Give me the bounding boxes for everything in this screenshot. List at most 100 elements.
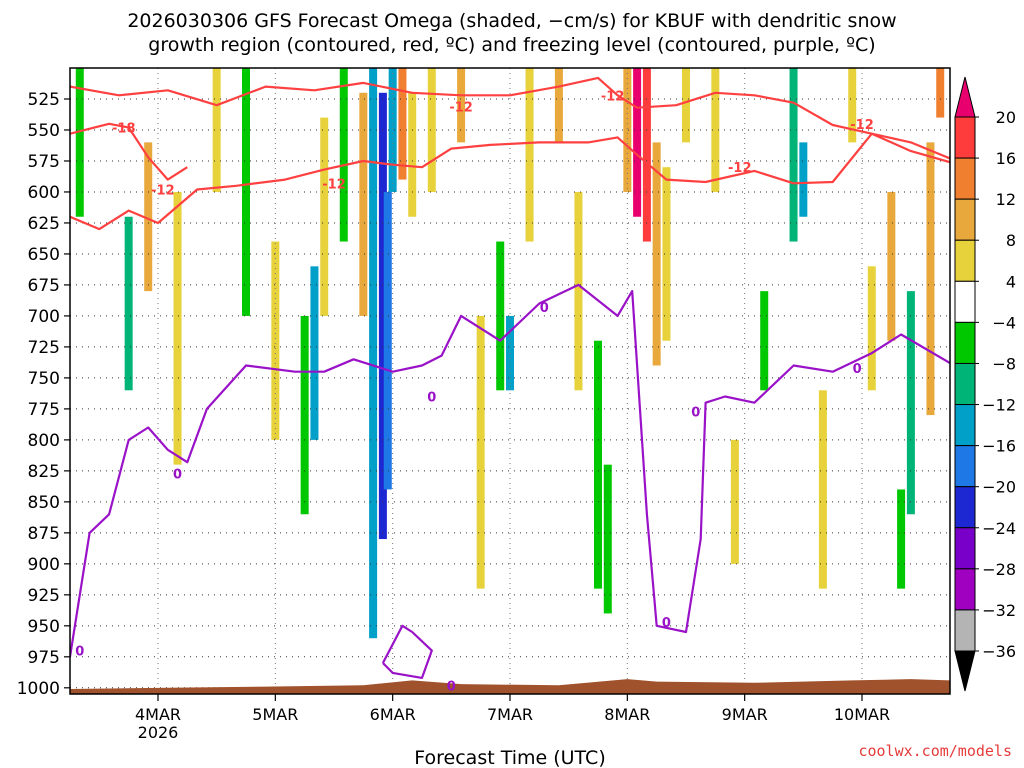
omega-band	[554, 68, 563, 143]
y-tick-label: 850	[28, 493, 60, 513]
contour-label: 0	[662, 616, 671, 631]
omega-band	[75, 68, 84, 217]
omega-band	[476, 315, 485, 589]
omega-band	[457, 68, 466, 143]
x-tick-label: 8MAR	[604, 705, 650, 724]
y-tick-label: 925	[28, 586, 60, 606]
omega-band	[408, 92, 417, 217]
y-tick-label: 900	[28, 555, 60, 575]
colorbar-swatch	[954, 321, 976, 364]
x-tick-sublabel: 2026	[138, 723, 179, 742]
colorbar-label: −12	[982, 396, 1016, 415]
contour-label: -12	[151, 183, 175, 198]
omega-band	[339, 68, 348, 242]
contour-label: 0	[427, 390, 436, 405]
omega-band	[496, 241, 505, 391]
colorbar-label: −28	[982, 560, 1016, 579]
omega-band	[867, 266, 876, 391]
colorbar-label: 20	[996, 108, 1016, 127]
y-tick-label: 725	[28, 338, 60, 358]
contour-label: -18	[112, 122, 136, 137]
contour-label: 0	[75, 645, 84, 660]
omega-band	[359, 92, 368, 316]
colorbar-swatch	[954, 486, 976, 529]
omega-band	[730, 439, 739, 564]
y-tick-label: 650	[28, 245, 60, 265]
contour-line	[70, 132, 950, 231]
y-tick-label: 825	[28, 462, 60, 482]
contour-label: 0	[853, 362, 862, 377]
omega-band	[173, 191, 182, 465]
chart-title-line-2: growth region (contoured, red, ºC) and f…	[148, 34, 876, 56]
colorbar-label: −36	[982, 642, 1016, 661]
omega-band	[799, 142, 808, 217]
colorbar-swatch	[954, 157, 976, 200]
omega-band	[242, 68, 250, 316]
omega-band	[642, 68, 651, 242]
omega-band	[623, 68, 632, 192]
omega-band	[936, 68, 945, 118]
omega-band	[124, 216, 133, 391]
omega-band	[682, 68, 690, 143]
omega-band	[711, 68, 720, 192]
y-tick-label: 875	[28, 524, 60, 544]
omega-band	[310, 266, 319, 440]
y-tick-label: 750	[28, 369, 60, 389]
colorbar-swatch	[954, 116, 976, 159]
credit-text: coolwx.com/models	[858, 742, 1012, 760]
colorbar-label: −4	[992, 313, 1016, 332]
colorbar-swatch	[954, 568, 976, 611]
colorbar-label: −8	[992, 354, 1016, 373]
y-tick-label: 975	[28, 648, 60, 668]
omega-band	[789, 68, 798, 242]
contour-label: 0	[173, 467, 182, 482]
x-tick-label: 4MAR	[135, 705, 181, 724]
omega-band	[383, 191, 392, 490]
contour-label: 0	[447, 679, 456, 694]
x-axis-label: Forecast Time (UTC)	[414, 747, 605, 768]
omega-band	[398, 68, 407, 180]
terrain-surface	[70, 679, 950, 694]
omega-band	[906, 291, 915, 515]
omega-band	[369, 68, 378, 639]
contour-line	[70, 122, 188, 181]
y-tick-label: 700	[28, 307, 60, 327]
colorbar-swatch	[954, 404, 976, 447]
colorbar-label: 16	[996, 149, 1016, 168]
y-tick-label: 550	[28, 121, 60, 141]
contour-line	[70, 76, 950, 160]
contour-label: 0	[691, 405, 700, 420]
omega-band	[652, 142, 661, 366]
contour-line	[70, 283, 950, 657]
omega-band	[574, 191, 583, 391]
contour-label: -12	[850, 118, 874, 133]
y-tick-label: 1000	[17, 679, 60, 699]
y-tick-label: 800	[28, 431, 60, 451]
omega-band	[760, 291, 769, 391]
contour-label: -12	[728, 161, 752, 176]
colorbar-label: −16	[982, 437, 1016, 456]
omega-band	[144, 142, 153, 292]
x-tick-label: 7MAR	[487, 705, 533, 724]
contour-label: 0	[540, 301, 549, 316]
x-tick-label: 5MAR	[252, 705, 298, 724]
omega-band	[320, 117, 329, 316]
colorbar-label: 4	[1006, 272, 1016, 291]
y-tick-label: 525	[28, 90, 60, 110]
omega-band	[427, 68, 436, 192]
x-tick-label: 6MAR	[370, 705, 416, 724]
omega-band	[818, 390, 827, 589]
contour-line	[381, 624, 433, 680]
omega-band	[388, 68, 397, 192]
colorbar-swatch	[954, 280, 976, 323]
y-tick-label: 775	[28, 400, 60, 420]
colorbar-swatch	[954, 609, 976, 652]
colorbar-label: −24	[982, 519, 1016, 538]
omega-band	[848, 68, 857, 143]
x-tick-label: 9MAR	[722, 705, 768, 724]
y-tick-label: 950	[28, 617, 60, 637]
y-tick-label: 600	[28, 183, 60, 203]
omega-band	[887, 191, 896, 341]
colorbar-label: −20	[982, 478, 1016, 497]
colorbar-label: 8	[1006, 231, 1016, 250]
